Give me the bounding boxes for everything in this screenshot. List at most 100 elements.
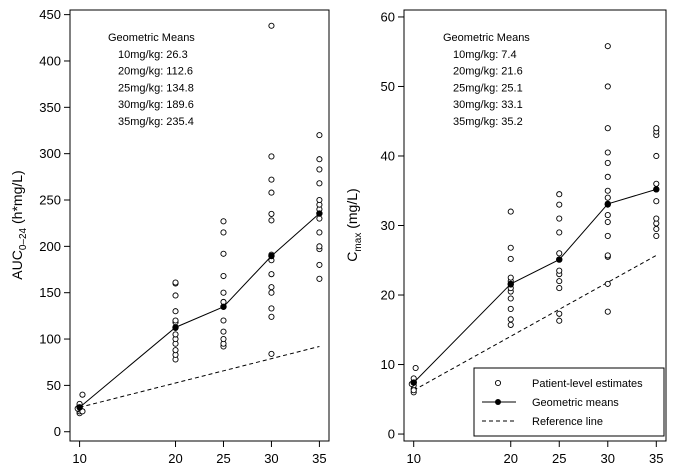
patient-point (172, 331, 179, 338)
geometric-mean-point (316, 210, 323, 217)
geometric-mean-point (653, 186, 660, 193)
y-axis-label: Cmax (mg/L) (344, 188, 364, 261)
geometric-mean-point (410, 379, 417, 386)
auc-panel: 0 50 100 150 200 250 300 350 400 450 10 20 25 30 35 AUC… (9, 7, 330, 466)
patient-point (604, 252, 611, 259)
y-tick-label: 20 (381, 288, 395, 303)
patient-point (507, 305, 514, 312)
patient-point (316, 261, 323, 268)
patient-point (410, 387, 417, 394)
patient-point (220, 229, 227, 236)
x-tick-label: 20 (504, 451, 518, 466)
patient-point (220, 250, 227, 257)
y-tick-label: 50 (47, 378, 61, 393)
geometric-means-value: 35mg/kg: 35.2 (453, 116, 523, 128)
patient-point (653, 152, 660, 160)
patient-point (268, 284, 275, 291)
patient-point (653, 225, 660, 233)
patient-point (604, 173, 611, 180)
y-tick-label: 40 (381, 148, 395, 163)
y-tick-label: 400 (39, 53, 61, 68)
patient-point (556, 285, 563, 292)
patient-point (556, 317, 563, 324)
patient-point (172, 308, 179, 315)
geometric-mean-point (556, 256, 563, 263)
patient-point (220, 317, 227, 324)
patient-point (316, 229, 323, 236)
y-axis-label-subscript: max (353, 233, 364, 252)
geometric-mean-point (76, 404, 83, 411)
x-tick-label: 10 (406, 451, 420, 466)
x-tick-label: 20 (168, 451, 182, 466)
patient-point (220, 218, 227, 225)
geometric-means-value: 25mg/kg: 25.1 (453, 82, 523, 94)
reference-line (413, 254, 657, 391)
geometric-mean-point (507, 280, 514, 288)
patient-point (172, 347, 179, 354)
y-tick-label: 300 (39, 146, 61, 161)
x-tick-label: 25 (216, 451, 230, 466)
patient-point (507, 295, 514, 302)
plot-frame (69, 9, 330, 442)
y-tick-label: 60 (381, 9, 395, 24)
geometric-means-value: 30mg/kg: 189.6 (118, 99, 194, 111)
patient-point (604, 232, 611, 239)
patient-point (604, 43, 611, 50)
patient-point (556, 310, 563, 317)
patient-point (653, 232, 660, 239)
patient-point (604, 149, 611, 156)
geometric-means-value: 20mg/kg: 112.6 (118, 66, 193, 78)
patient-point (268, 176, 275, 183)
patient-point (268, 305, 275, 312)
patient-point (604, 194, 611, 201)
patient-point (556, 250, 563, 257)
patient-point (556, 191, 563, 198)
legend-marker-gm-dot (495, 399, 501, 405)
patient-point (507, 208, 514, 215)
patient-point (412, 364, 419, 372)
patient-point (653, 215, 660, 222)
y-tick-label: 200 (39, 239, 61, 254)
x-tick-label: 25 (552, 451, 566, 466)
patient-point (604, 280, 611, 287)
patient-point (604, 212, 611, 219)
patient-point (604, 83, 611, 90)
patient-point (316, 166, 323, 173)
patient-point (556, 201, 563, 208)
patient-point (268, 289, 275, 296)
patient-point (268, 210, 275, 217)
y-tick-label: 250 (39, 193, 61, 208)
patient-point (268, 189, 275, 196)
x-tick-label: 30 (601, 451, 615, 466)
y-tick-label: 0 (54, 424, 61, 439)
patient-point (316, 156, 323, 163)
patient-point (316, 132, 323, 139)
geometric-means-value: 35mg/kg: 235.4 (118, 116, 194, 128)
patient-point (604, 187, 611, 194)
geometric-mean-point (604, 200, 611, 208)
patient-point (220, 328, 227, 335)
patient-point (172, 317, 179, 324)
patient-point (220, 272, 227, 280)
patient-point (220, 289, 227, 296)
y-axis-label-unit: (mg/L) (344, 188, 360, 232)
y-tick-label: 10 (381, 357, 395, 372)
patient-point (316, 196, 323, 204)
geometric-mean-point (268, 252, 275, 260)
patient-point (556, 215, 563, 222)
geometric-means-value: 10mg/kg: 7.4 (453, 49, 517, 61)
patient-point (604, 218, 611, 226)
patient-point (268, 153, 275, 160)
geometric-means-title: Geometric Means (108, 32, 195, 44)
y-tick-label: 50 (381, 79, 395, 94)
patient-point (604, 159, 611, 166)
patient-point (507, 244, 514, 251)
y-axis-label: AUC0–24 (h*mg/L) (9, 170, 29, 279)
reference-line (79, 345, 320, 408)
patient-point (172, 292, 179, 299)
geometric-mean-point (220, 303, 227, 310)
y-tick-label: 100 (39, 332, 61, 347)
patient-point (316, 275, 323, 282)
y-tick-label: 150 (39, 285, 61, 300)
